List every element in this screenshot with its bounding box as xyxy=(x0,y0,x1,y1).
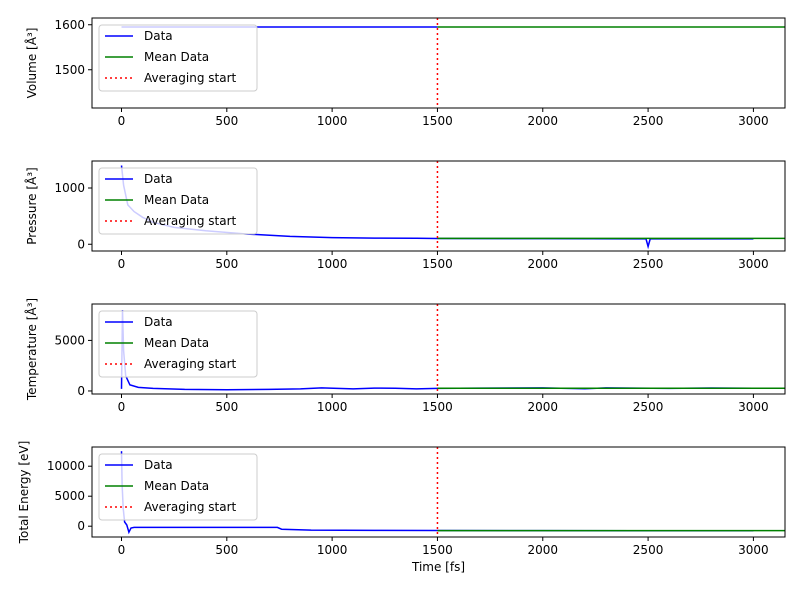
x-tick-label: 1500 xyxy=(422,257,453,271)
legend-label: Mean Data xyxy=(144,50,209,64)
legend-label: Mean Data xyxy=(144,336,209,350)
y-axis-label: Pressure [Å³] xyxy=(24,167,39,244)
y-axis-label: Total Energy [eV] xyxy=(17,441,31,545)
legend-box xyxy=(98,310,258,378)
y-tick-label: 1600 xyxy=(54,18,85,32)
legend-label: Data xyxy=(144,315,173,329)
x-tick-label: 0 xyxy=(118,257,126,271)
legend-label: Data xyxy=(144,172,173,186)
y-tick-label: 5000 xyxy=(54,333,85,347)
subplot-1: 0 500 1000 1500 2000 2500 3000 0 1000 Pressure [Å… xyxy=(24,160,786,271)
y-tick-label: 10000 xyxy=(47,459,85,473)
axes-frame xyxy=(91,446,786,538)
x-tick-label: 1500 xyxy=(422,400,453,414)
x-tick-label: 1000 xyxy=(317,400,348,414)
y-tick-label: 0 xyxy=(77,384,85,398)
axes-frame xyxy=(91,160,786,252)
legend-label: Averaging start xyxy=(144,214,237,228)
y-tick-label: 1000 xyxy=(54,181,85,195)
x-tick-label: 2000 xyxy=(527,257,558,271)
legend-label: Averaging start xyxy=(144,357,237,371)
x-tick-label: 2500 xyxy=(633,114,664,128)
x-tick-label: 2000 xyxy=(527,543,558,557)
x-tick-label: 500 xyxy=(215,543,238,557)
x-tick-label: 2500 xyxy=(633,543,664,557)
x-tick-label: 0 xyxy=(118,114,126,128)
x-tick-label: 500 xyxy=(215,400,238,414)
x-tick-label: 1500 xyxy=(422,543,453,557)
x-tick-label: 3000 xyxy=(738,257,769,271)
subplot-3: 0 500 1000 1500 2000 2500 3000 0 5000 10000 Total … xyxy=(17,441,786,574)
y-tick-label: 1500 xyxy=(54,63,85,77)
x-tick-label: 2000 xyxy=(527,114,558,128)
y-tick-label: 0 xyxy=(77,237,85,251)
legend-box xyxy=(98,167,258,235)
x-tick-label: 2500 xyxy=(633,257,664,271)
x-tick-label: 2000 xyxy=(527,400,558,414)
legend-label: Data xyxy=(144,458,173,472)
y-axis-label: Volume [Å³] xyxy=(24,28,39,99)
legend-label: Data xyxy=(144,29,173,43)
x-tick-label: 500 xyxy=(215,257,238,271)
legend-box xyxy=(98,24,258,92)
x-tick-label: 1000 xyxy=(317,114,348,128)
x-tick-label: 1000 xyxy=(317,257,348,271)
x-tick-label: 3000 xyxy=(738,543,769,557)
x-tick-label: 3000 xyxy=(738,400,769,414)
subplot-0: 0 500 1000 1500 2000 2500 3000 1500 1600 Volume [… xyxy=(24,17,786,128)
y-tick-label: 5000 xyxy=(54,489,85,503)
x-tick-label: 0 xyxy=(118,400,126,414)
subplot-2: 0 500 1000 1500 2000 2500 3000 0 5000 Temperature… xyxy=(24,298,786,414)
legend-label: Averaging start xyxy=(144,71,237,85)
legend-label: Averaging start xyxy=(144,500,237,514)
x-tick-label: 500 xyxy=(215,114,238,128)
x-tick-label: 1000 xyxy=(317,543,348,557)
axes-frame xyxy=(91,303,786,395)
axes-frame xyxy=(91,17,786,109)
x-tick-label: 2500 xyxy=(633,400,664,414)
legend-label: Mean Data xyxy=(144,193,209,207)
y-tick-label: 0 xyxy=(77,519,85,533)
legend-label: Mean Data xyxy=(144,479,209,493)
x-axis-label: Time [fs] xyxy=(411,560,465,574)
y-axis-label: Temperature [Å³] xyxy=(24,298,39,401)
x-tick-label: 0 xyxy=(118,543,126,557)
x-tick-label: 3000 xyxy=(738,114,769,128)
x-tick-label: 1500 xyxy=(422,114,453,128)
legend-box xyxy=(98,453,258,521)
